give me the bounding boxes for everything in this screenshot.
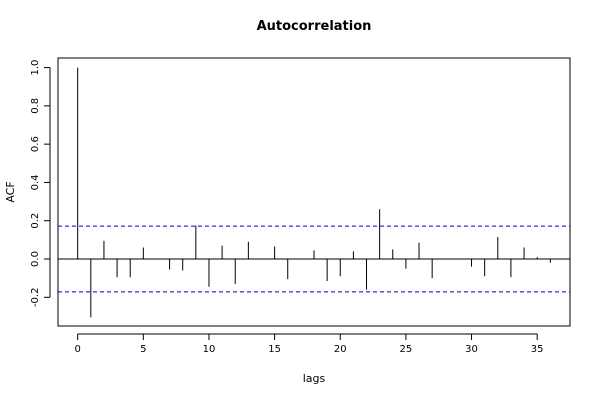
x-axis-label: lags xyxy=(303,372,326,385)
acf-spikes xyxy=(77,67,551,318)
plot-frame xyxy=(57,57,571,327)
plot-area xyxy=(57,57,571,327)
x-tick-label-0: 0 xyxy=(75,344,81,355)
x-tick-label-30: 30 xyxy=(465,344,478,355)
y-axis-label: ACF xyxy=(4,181,17,202)
y-tick-label-0: -0.2 xyxy=(30,288,41,308)
y-tick-label-6: 1.0 xyxy=(30,60,41,76)
y-tick-label-5: 0.8 xyxy=(30,98,41,114)
x-tick-label-25: 25 xyxy=(400,344,413,355)
confidence-bands xyxy=(58,225,570,293)
x-axis: 0 5 10 15 20 25 30 35 xyxy=(75,333,544,355)
y-tick-label-1: 0.0 xyxy=(30,251,41,267)
x-tick-label-5: 5 xyxy=(140,344,146,355)
chart-title: Autocorrelation xyxy=(257,19,372,34)
y-axis: -0.2 0.0 0.2 0.4 0.6 0.8 1.0 xyxy=(30,60,51,308)
y-tick-label-3: 0.4 xyxy=(30,174,41,190)
x-tick-label-35: 35 xyxy=(531,344,544,355)
x-tick-label-15: 15 xyxy=(268,344,281,355)
y-tick-label-4: 0.6 xyxy=(30,136,41,152)
x-tick-label-20: 20 xyxy=(334,344,347,355)
y-tick-label-2: 0.2 xyxy=(30,213,41,229)
x-tick-label-10: 10 xyxy=(203,344,216,355)
